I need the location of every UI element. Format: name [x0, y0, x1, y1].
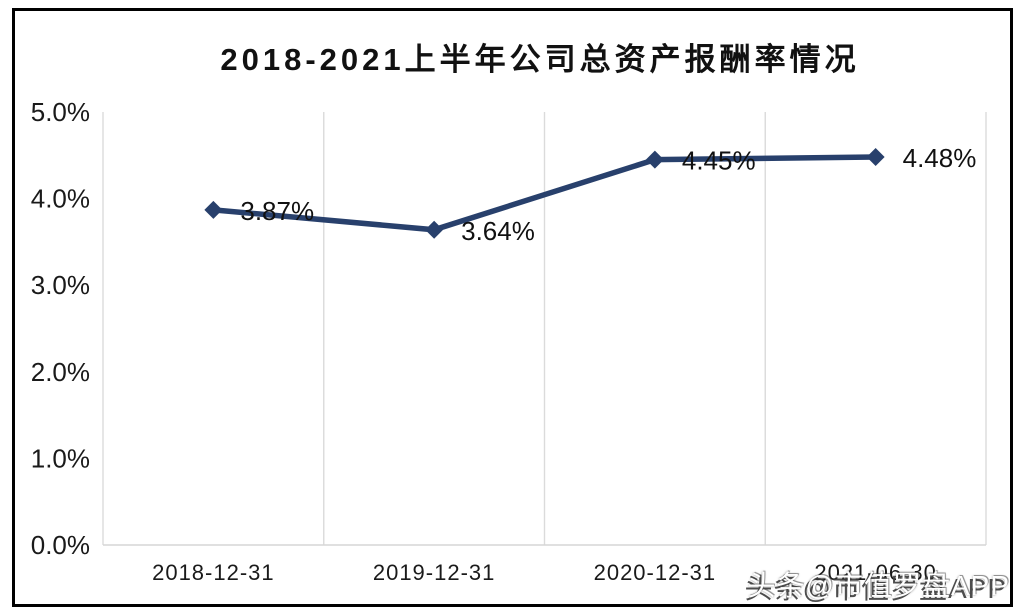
- y-tick-label: 2.0%: [31, 357, 90, 387]
- y-tick-label: 1.0%: [31, 443, 90, 473]
- x-tick-label: 2021-06-30: [814, 560, 937, 585]
- data-line: [213, 154, 876, 233]
- data-label: 3.64%: [461, 216, 535, 246]
- y-tick-label: 4.0%: [31, 184, 90, 214]
- y-tick-label: 0.0%: [31, 530, 90, 560]
- data-label: 4.48%: [903, 143, 977, 173]
- data-label: 4.45%: [682, 146, 756, 176]
- y-tick-label: 3.0%: [31, 270, 90, 300]
- chart-title: 2018-2021上半年公司总资产报酬率情况: [220, 42, 860, 77]
- watermark: 头条@市值罗盘APP: [747, 570, 1010, 601]
- diamond-marker: [866, 148, 885, 167]
- x-tick-label: 2019-12-31: [373, 560, 496, 585]
- x-tick-label: 2020-12-31: [594, 560, 717, 585]
- chart-frame: [12, 8, 1013, 607]
- x-tick-label: 2018-12-31: [152, 560, 275, 585]
- diamond-marker: [645, 150, 664, 169]
- diamond-marker: [204, 200, 223, 219]
- diamond-marker: [425, 220, 444, 239]
- y-tick-label: 5.0%: [31, 97, 90, 127]
- data-label: 3.87%: [240, 196, 314, 226]
